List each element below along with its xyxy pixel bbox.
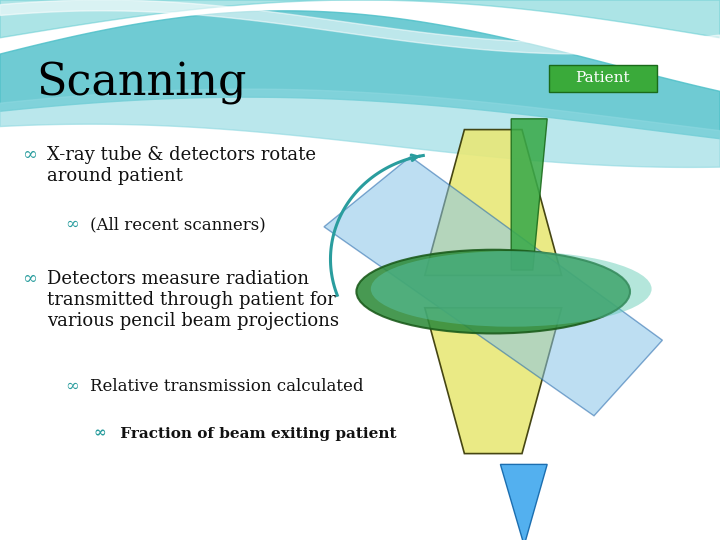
Ellipse shape xyxy=(371,251,652,327)
Text: Scanning: Scanning xyxy=(36,62,246,105)
Text: ∞: ∞ xyxy=(94,427,107,441)
Ellipse shape xyxy=(356,249,630,333)
Text: Patient: Patient xyxy=(575,71,630,85)
Text: Relative transmission calculated: Relative transmission calculated xyxy=(90,378,364,395)
Polygon shape xyxy=(425,308,562,454)
FancyBboxPatch shape xyxy=(549,65,657,92)
Polygon shape xyxy=(511,119,547,270)
Text: (All recent scanners): (All recent scanners) xyxy=(90,216,266,233)
Polygon shape xyxy=(425,130,562,275)
Text: ∞: ∞ xyxy=(22,270,37,288)
Text: Detectors measure radiation
transmitted through patient for
various pencil beam : Detectors measure radiation transmitted … xyxy=(47,270,339,329)
Text: ∞: ∞ xyxy=(65,378,78,395)
Polygon shape xyxy=(500,464,547,540)
Text: ∞: ∞ xyxy=(65,216,78,233)
Text: Fraction of beam exiting patient: Fraction of beam exiting patient xyxy=(115,427,397,441)
Text: X-ray tube & detectors rotate
around patient: X-ray tube & detectors rotate around pat… xyxy=(47,146,316,185)
Text: ∞: ∞ xyxy=(22,146,37,164)
Polygon shape xyxy=(324,157,662,416)
